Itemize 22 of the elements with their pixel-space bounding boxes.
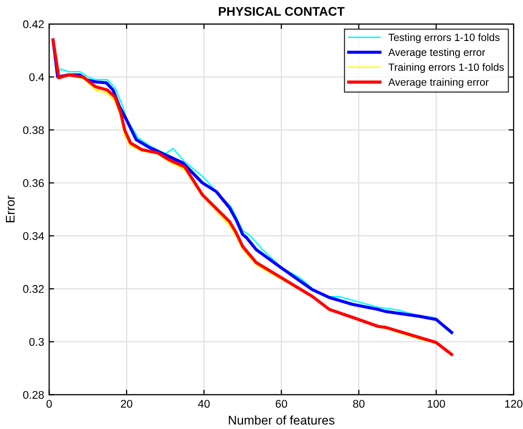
y-tick-label: 0.3	[29, 338, 44, 346]
y-tick-label: 0.42	[23, 20, 44, 28]
legend-label: Training errors 1-10 folds	[388, 63, 504, 73]
x-tick-label: 120	[505, 400, 522, 408]
x-tick-label: 40	[198, 400, 210, 408]
y-axis-title: Error	[6, 196, 15, 222]
legend-label: Average training error	[388, 78, 489, 88]
y-tick-label: 0.38	[23, 126, 44, 134]
y-tick-label: 0.4	[29, 73, 44, 82]
x-tick-label: 0	[46, 400, 52, 408]
y-tick-label: 0.32	[23, 285, 44, 293]
legend-label: Average testing error	[388, 48, 486, 58]
y-tick-label: 0.28	[23, 390, 44, 399]
y-tick-label: 0.36	[23, 179, 44, 188]
x-tick-label: 60	[276, 400, 288, 408]
chart-title: PHYSICAL CONTACT	[218, 6, 345, 16]
x-tick-label: 100	[428, 400, 446, 408]
y-tick-label: 0.34	[23, 232, 44, 240]
x-tick-label: 80	[353, 400, 365, 408]
x-tick-label: 20	[120, 400, 132, 408]
x-axis-title: Number of features	[228, 415, 334, 425]
legend-label: Testing errors 1-10 folds	[388, 33, 500, 44]
